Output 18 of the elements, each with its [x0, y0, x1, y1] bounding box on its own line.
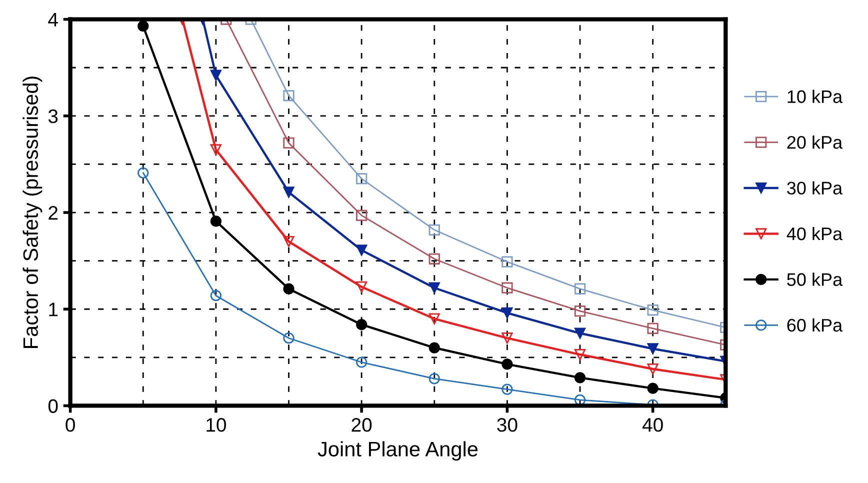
y-tick-label: 2 — [48, 206, 58, 220]
y-tick-label: 0 — [48, 399, 58, 413]
legend-label: 50 kPa — [787, 272, 843, 286]
y-tick-label: 1 — [49, 302, 58, 316]
legend-label: 40 kPa — [786, 226, 843, 240]
x-tick-label: 10 — [206, 418, 226, 432]
y-tick-label: 4 — [48, 12, 58, 26]
x-tick-label: 0 — [66, 418, 75, 432]
x-tick-label: 40 — [642, 418, 663, 432]
x-axis-title: Joint Plane Angle — [318, 441, 478, 461]
legend-label: 30 kPa — [787, 181, 843, 195]
x-tick-label: 30 — [497, 418, 518, 432]
legend-label: 20 kPa — [787, 136, 843, 149]
x-tick-label: 20 — [352, 418, 372, 432]
y-axis-title: Factor of Safety (pressurised) — [22, 76, 42, 348]
legend-label: 10 kPa — [788, 90, 843, 104]
legend-label: 60 kPa — [787, 318, 843, 332]
y-tick-label: 3 — [48, 109, 58, 124]
